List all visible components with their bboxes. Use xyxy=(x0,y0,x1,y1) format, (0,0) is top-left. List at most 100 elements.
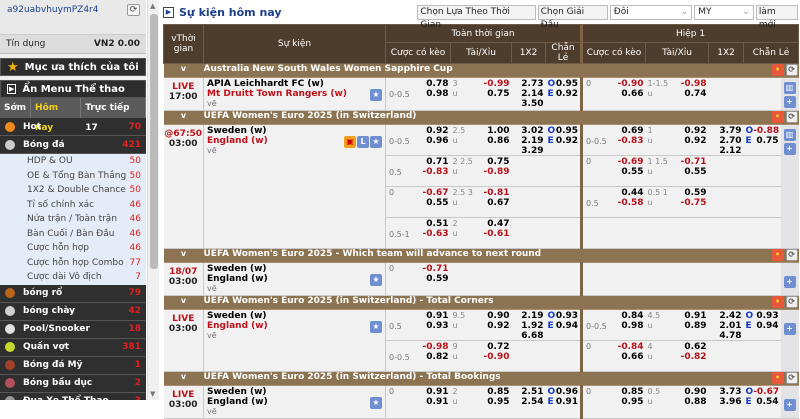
odds-value[interactable]: -0.82 xyxy=(680,352,707,362)
odds-value[interactable]: 0.90 xyxy=(684,387,707,397)
away-team[interactable]: Mt Druitt Town Rangers (w) xyxy=(207,89,347,99)
league-filter-button[interactable]: Chọn Giải Đấu xyxy=(537,4,608,30)
plus-icon[interactable]: + xyxy=(783,276,796,288)
odds-value[interactable]: 0.86 xyxy=(487,136,510,146)
stats-icon[interactable]: ▥ xyxy=(783,129,796,141)
odds-value[interactable]: 0.55 xyxy=(621,167,644,177)
star-icon[interactable]: ★ xyxy=(370,321,382,333)
odds-view-select[interactable]: Đôi ⌄ xyxy=(609,4,693,20)
odds-value[interactable]: -0.71 xyxy=(680,157,707,167)
odds-value[interactable]: 0.67 xyxy=(487,198,510,208)
odds-value[interactable]: -0.67 xyxy=(422,188,449,198)
odds-value[interactable]: 0.82 xyxy=(426,352,449,362)
odds-value[interactable]: 3.02 xyxy=(521,126,544,136)
odds-value[interactable]: 2.42 xyxy=(719,311,742,321)
odds-value[interactable]: 0.71 xyxy=(426,157,449,167)
odds-value[interactable]: -0.75 xyxy=(680,198,707,208)
odds-value[interactable]: 0.51 xyxy=(426,219,449,229)
odds-value[interactable]: 0.59 xyxy=(426,274,449,284)
odds-value[interactable]: 0.96 xyxy=(426,136,449,146)
odds-value[interactable]: 0.91 xyxy=(426,311,449,321)
favorite-star-icon[interactable]: • xyxy=(771,372,784,384)
odds-value[interactable]: 2.01 xyxy=(719,321,742,331)
odds-type-select[interactable]: MY ⌄ xyxy=(694,4,754,20)
odds-value[interactable]: 0.54 xyxy=(756,397,779,407)
home-team[interactable]: Sweden (w) xyxy=(207,387,267,397)
odds-value[interactable]: 0.91 xyxy=(426,387,449,397)
favorite-star-icon[interactable]: • xyxy=(771,249,784,261)
favorites-button[interactable]: ★ Mục ưa thích của tôi xyxy=(0,58,146,76)
odds-value[interactable]: 0.84 xyxy=(621,311,644,321)
favorite-star-icon[interactable]: • xyxy=(771,111,784,123)
odds-value[interactable]: -0.90 xyxy=(483,352,510,362)
odds-value[interactable]: 0.75 xyxy=(487,157,510,167)
odds-value[interactable]: 1.00 xyxy=(487,126,510,136)
odds-value[interactable]: 0.92 xyxy=(684,136,707,146)
collapse-league-toggle[interactable]: v xyxy=(163,248,204,263)
odds-value[interactable]: 2.70 xyxy=(719,136,742,146)
favorite-star-icon[interactable]: • xyxy=(771,296,784,308)
home-team[interactable]: Sweden (w) xyxy=(207,311,267,321)
odds-value[interactable]: 0.95 xyxy=(621,397,644,407)
submenu-item[interactable]: Nửa trận / Toàn trận 46 xyxy=(27,212,146,227)
away-team[interactable]: England (w) xyxy=(207,397,268,407)
odds-value[interactable]: 3.50 xyxy=(521,99,544,109)
odds-value[interactable]: 0.75 xyxy=(756,136,779,146)
sidebar-item-sport[interactable]: Hot 70 xyxy=(0,118,146,136)
sidebar-item-sport[interactable]: Bóng đá 421 xyxy=(0,136,146,154)
tab-2[interactable]: Trực tiếp 17 xyxy=(81,98,146,133)
odds-value[interactable]: -0.58 xyxy=(617,198,644,208)
odds-value[interactable]: 1.92 xyxy=(521,321,544,331)
time-header[interactable]: vThời gian xyxy=(163,24,204,64)
odds-value[interactable]: -0.81 xyxy=(483,188,510,198)
star-icon[interactable]: ★ xyxy=(370,397,382,409)
plus-icon[interactable]: + xyxy=(783,143,796,155)
sidebar-item-sport[interactable]: Pool/Snooker 18 xyxy=(0,320,146,339)
scrollbar-thumb[interactable] xyxy=(150,14,158,269)
scroll-up-icon[interactable]: ▲ xyxy=(150,2,156,10)
odds-value[interactable]: 0.66 xyxy=(621,352,644,362)
odds-value[interactable]: -0.98 xyxy=(422,342,449,352)
sidebar-item-sport[interactable]: Bóng đá Mỹ 1 xyxy=(0,356,146,375)
refresh-icon[interactable]: ⟳ xyxy=(785,64,798,76)
refresh-icon[interactable]: ⟳ xyxy=(785,111,798,123)
star-icon[interactable]: ★ xyxy=(370,274,382,286)
home-team[interactable]: Sweden (w) xyxy=(207,126,267,136)
home-team[interactable]: APIA Leichhardt FC (w) xyxy=(207,79,324,89)
odds-value[interactable]: 0.93 xyxy=(555,311,579,321)
odds-value[interactable]: 2.14 xyxy=(521,89,544,99)
sidebar-item-sport[interactable]: Đua Xe Thể Thao 3 xyxy=(0,392,146,400)
stats-icon[interactable]: ▥ xyxy=(783,82,796,94)
star-icon[interactable]: ★ xyxy=(370,89,382,101)
odds-value[interactable]: 4.78 xyxy=(719,331,742,341)
tab-0[interactable]: Sớm xyxy=(0,98,32,118)
away-team[interactable]: England (w) xyxy=(207,136,268,146)
odds-value[interactable]: 0.94 xyxy=(555,321,579,331)
odds-value[interactable]: 0.74 xyxy=(684,89,707,99)
collapse-league-toggle[interactable]: v xyxy=(163,63,204,78)
odds-value[interactable]: -0.83 xyxy=(422,167,449,177)
odds-value[interactable]: 0.55 xyxy=(426,198,449,208)
odds-value[interactable]: 0.85 xyxy=(621,387,644,397)
submenu-item[interactable]: Cược dài Vô địch 7 xyxy=(27,270,146,285)
odds-value[interactable]: 2.51 xyxy=(521,387,544,397)
odds-value[interactable]: -0.89 xyxy=(483,167,510,177)
odds-value[interactable]: 3.96 xyxy=(719,397,742,407)
collapse-league-toggle[interactable]: v xyxy=(163,295,204,310)
odds-value[interactable]: 0.92 xyxy=(487,321,510,331)
odds-value[interactable]: 0.95 xyxy=(555,79,579,89)
away-team[interactable]: England (w) xyxy=(207,321,268,331)
odds-value[interactable]: 0.98 xyxy=(426,89,449,99)
odds-value[interactable]: 0.59 xyxy=(684,188,707,198)
odds-value[interactable]: -0.71 xyxy=(422,264,449,274)
collapse-league-toggle[interactable]: v xyxy=(163,371,204,386)
odds-value[interactable]: 0.98 xyxy=(621,321,644,331)
odds-value[interactable]: 2.73 xyxy=(521,79,544,89)
odds-value[interactable]: 0.92 xyxy=(555,89,579,99)
star-icon[interactable]: ★ xyxy=(370,136,382,148)
odds-value[interactable]: 0.92 xyxy=(426,126,449,136)
odds-value[interactable]: -0.84 xyxy=(617,342,644,352)
odds-value[interactable]: -0.98 xyxy=(680,79,707,89)
odds-value[interactable]: 0.66 xyxy=(621,89,644,99)
plus-icon[interactable]: + xyxy=(783,399,796,411)
